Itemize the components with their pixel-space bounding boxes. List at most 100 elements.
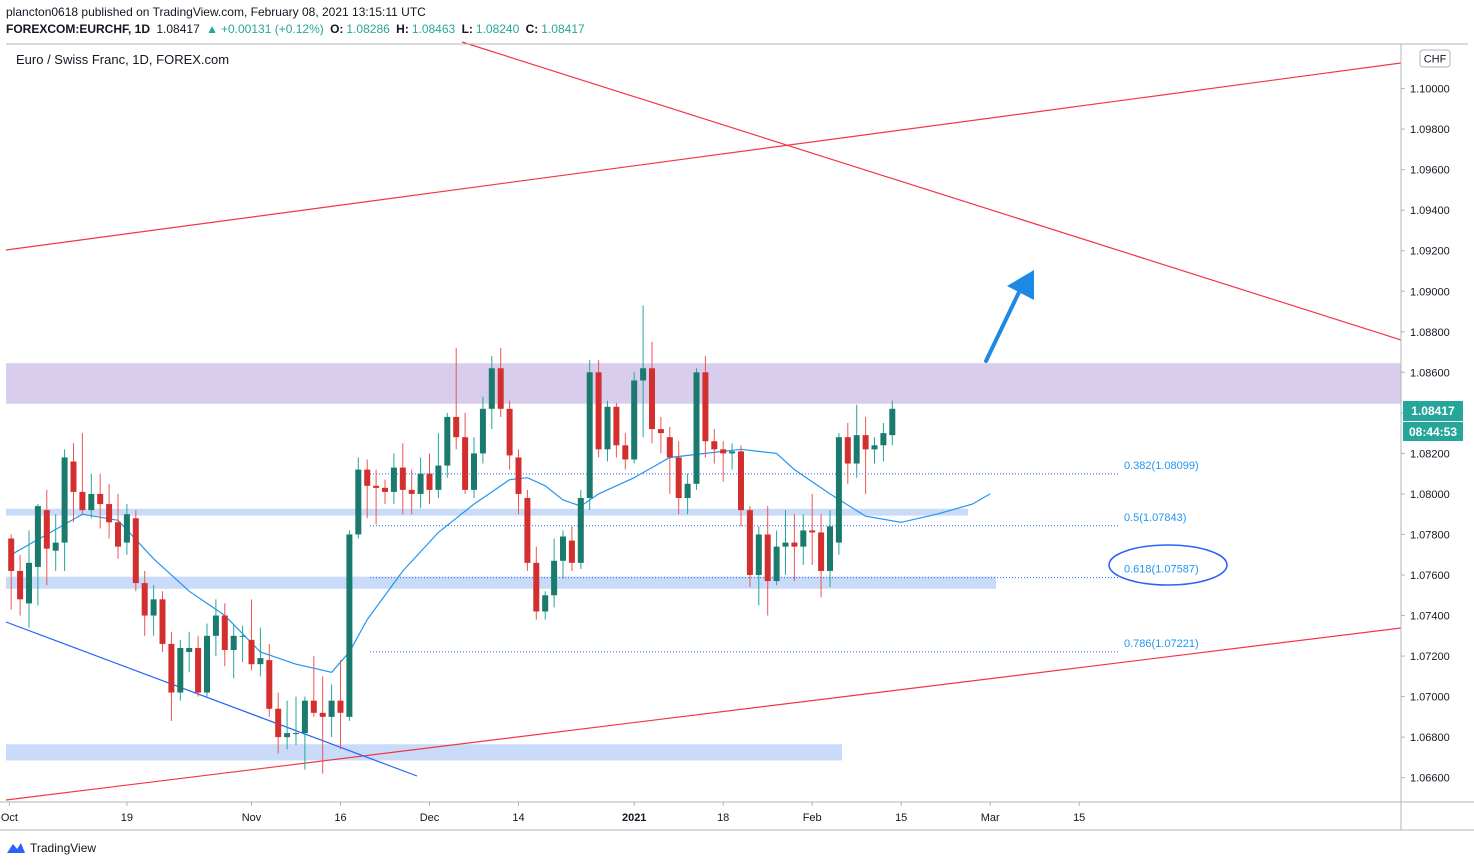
candle-body	[168, 643, 175, 693]
bullish-candle	[889, 400, 896, 446]
currency-badge[interactable]: CHF	[1419, 49, 1451, 68]
candle-body	[43, 510, 50, 549]
price-tick-label: 1.09200	[1410, 246, 1450, 258]
bullish-candle	[435, 433, 442, 498]
bearish-candle	[8, 534, 15, 610]
candle-body	[150, 599, 157, 616]
price-tick-label: 1.06600	[1410, 773, 1450, 785]
candle-body	[782, 542, 789, 547]
candle-body	[17, 570, 24, 600]
bearish-candle	[337, 660, 344, 750]
candle-body	[462, 437, 469, 490]
bearish-candle	[791, 514, 798, 582]
bearish-candle	[497, 348, 504, 417]
candle-body	[337, 700, 344, 713]
bullish-candle	[800, 514, 807, 565]
candle-body	[159, 599, 166, 644]
bearish-candle	[17, 554, 24, 616]
candle-body	[684, 483, 691, 498]
bullish-candle	[631, 372, 638, 464]
downtrend-support-line[interactable]	[5, 621, 418, 777]
time-tick-label: 16	[334, 812, 346, 824]
support-zone[interactable]	[6, 744, 842, 761]
descending-resistance-line[interactable]	[461, 41, 1402, 341]
support-zone[interactable]	[6, 576, 996, 589]
time-tick-label: 14	[512, 812, 524, 824]
bearish-candle	[43, 489, 50, 586]
chart-header: plancton0618 published on TradingView.co…	[6, 4, 588, 38]
fib-level-label: 0.786(1.07221)	[1124, 638, 1199, 650]
bearish-candle	[70, 443, 77, 523]
candle-body	[835, 437, 842, 543]
bullish-candle	[542, 591, 549, 620]
last-price: 1.08417	[156, 22, 200, 36]
bullish-candle	[346, 530, 353, 721]
low-label: L:	[461, 22, 473, 36]
close-label: C:	[525, 22, 539, 36]
bearish-candle	[248, 599, 255, 671]
tradingview-footer[interactable]: TradingView	[6, 841, 96, 855]
chart-title: Euro / Swiss Franc, 1D, FOREX.com	[16, 52, 229, 67]
bullish-candle	[26, 530, 32, 628]
candle-body	[809, 530, 816, 533]
close-value: 1.08417	[541, 22, 585, 36]
candle-body	[177, 647, 184, 693]
candle-body	[26, 562, 32, 604]
trendlines-layer	[5, 41, 1402, 801]
bullish-candle	[34, 504, 41, 606]
price-tick-label: 1.08800	[1410, 327, 1450, 339]
bullish-candle	[390, 453, 397, 505]
candle-body	[675, 457, 682, 498]
upper-channel-line[interactable]	[5, 62, 1402, 251]
bullish-candle	[488, 356, 495, 430]
candle-body	[132, 518, 139, 584]
candle-body	[426, 473, 433, 490]
candle-body	[844, 437, 851, 464]
support-zone[interactable]	[6, 508, 968, 516]
candle-body	[568, 540, 575, 563]
candle-body	[239, 635, 246, 637]
candle-body	[889, 408, 896, 436]
time-tick-label: 15	[1073, 812, 1085, 824]
fib-618-highlight-ellipse[interactable]	[1108, 544, 1228, 586]
lower-channel-line[interactable]	[5, 627, 1402, 801]
bullish-arrow-icon[interactable]	[984, 270, 1034, 363]
bullish-candle	[853, 404, 860, 478]
candle-body	[115, 522, 121, 547]
low-value: 1.08240	[475, 22, 520, 36]
candle-body	[702, 372, 709, 442]
bearish-candle	[426, 453, 433, 505]
bullish-candle	[640, 305, 647, 438]
bullish-candle	[684, 473, 691, 515]
candle-body	[560, 536, 566, 561]
countdown-badge-label: 08:44:53	[1409, 425, 1457, 439]
bullish-candle	[835, 433, 842, 555]
bullish-candle	[257, 627, 264, 677]
bearish-candle	[720, 441, 727, 482]
last-price-badge-label: 1.08417	[1411, 404, 1455, 418]
annotations-layer	[984, 270, 1228, 586]
candle-body	[515, 457, 522, 494]
bullish-candle	[88, 473, 95, 519]
price-tick-label: 1.07400	[1410, 611, 1450, 623]
time-tick-label: Oct	[1, 812, 18, 824]
candle-body	[79, 491, 86, 511]
bearish-candle	[266, 643, 273, 717]
time-tick-label: 18	[717, 812, 729, 824]
tradingview-logo-icon	[7, 843, 25, 853]
candle-body	[221, 615, 228, 650]
bearish-candle	[364, 459, 371, 519]
candle-body	[284, 733, 291, 738]
bearish-candle	[622, 433, 629, 470]
time-tick-label: Nov	[242, 812, 262, 824]
bearish-candle	[195, 635, 202, 697]
bearish-candle	[738, 445, 744, 527]
bearish-candle	[310, 656, 317, 717]
candle-body	[34, 506, 41, 567]
bearish-candle	[649, 341, 655, 444]
candle-body	[88, 493, 95, 511]
candle-body	[542, 595, 549, 612]
candle-body	[773, 546, 780, 582]
bearish-candle	[408, 469, 415, 515]
